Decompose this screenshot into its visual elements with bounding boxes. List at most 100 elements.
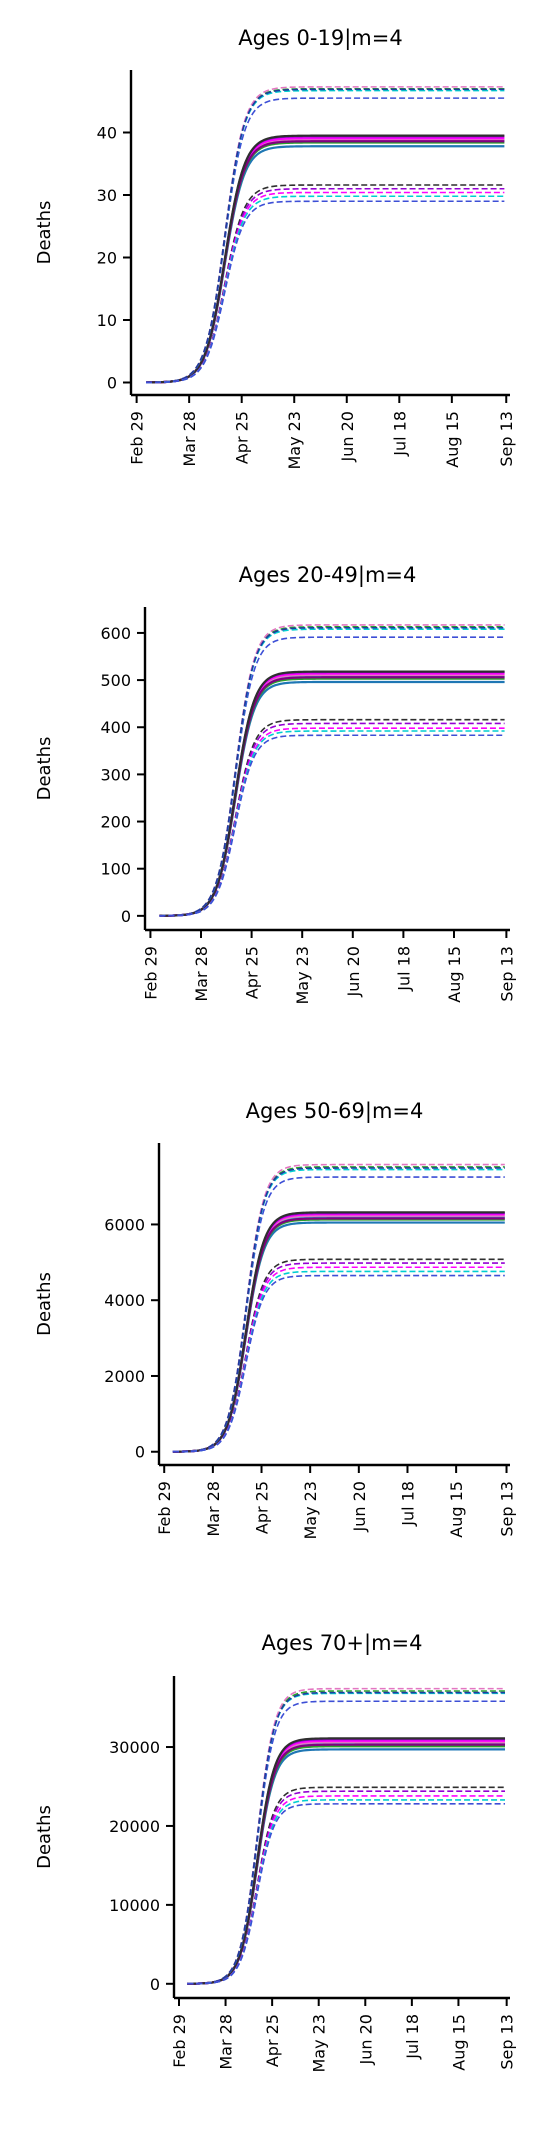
series-line-4-solid: [187, 1741, 506, 1985]
y-tick-label: 30: [97, 186, 117, 205]
x-tick-label: May 23: [293, 946, 312, 1005]
y-tick-label: 0: [107, 374, 117, 393]
series-line-10-dashed: [146, 89, 505, 384]
y-tick-label: 100: [100, 860, 131, 879]
y-tick-label: 6000: [104, 1215, 145, 1234]
y-tick-label: 10: [97, 311, 117, 330]
x-tick-label: May 23: [285, 411, 304, 470]
x-tick-label: Mar 28: [180, 411, 199, 467]
y-axis-label: Deaths: [34, 201, 55, 265]
y-tick-label: 30000: [109, 1738, 160, 1757]
x-tick-label: Apr 25: [243, 946, 262, 999]
series-line-13-dashed: [146, 88, 505, 384]
series-line-7-solid: [145, 140, 505, 384]
x-tick-label: Mar 28: [204, 1481, 223, 1537]
x-tick-label: Jul 18: [398, 1481, 417, 1527]
series-line-2-solid: [187, 1745, 506, 1985]
y-tick-label: 300: [100, 765, 131, 784]
x-tick-label: Apr 25: [233, 411, 252, 464]
series-line-3-solid: [146, 139, 505, 384]
series-line-5-solid: [187, 1739, 506, 1985]
chart-title: Ages 50-69|m=4: [246, 1099, 424, 1124]
y-axis-label: Deaths: [34, 1272, 55, 1336]
series-line-2-solid: [172, 1218, 505, 1453]
series-line-17-dashed: [187, 1799, 506, 1985]
series-line-16-dashed: [159, 727, 505, 917]
y-tick-label: 0: [135, 1443, 145, 1462]
series-line-2-solid: [159, 677, 505, 917]
series-line-12-dashed: [187, 1687, 506, 1985]
series-line-4-solid: [172, 1214, 505, 1453]
series-line-8-solid: [146, 134, 505, 384]
series-line-13-dashed: [172, 1167, 505, 1453]
series-line-3-solid: [187, 1742, 506, 1985]
series-line-11-dashed: [146, 87, 505, 384]
y-tick-label: 400: [100, 718, 131, 737]
y-axis-label: Deaths: [34, 1805, 55, 1869]
x-tick-label: Mar 28: [217, 2014, 236, 2070]
y-tick-label: 10000: [109, 1896, 160, 1915]
y-tick-label: 0: [121, 907, 131, 926]
series-line-14-dashed: [172, 1258, 505, 1453]
series-line-15-dashed: [159, 722, 505, 917]
series-line-8-solid: [159, 670, 505, 917]
series-line-7-solid: [159, 676, 505, 917]
y-tick-label: 200: [100, 813, 131, 832]
x-tick-label: Sep 13: [497, 411, 516, 467]
series-line-3-solid: [172, 1216, 505, 1453]
chart-panel-4: Ages 70+|m=4 Deaths 0 10000 20000 30000 Feb 29…: [34, 1631, 517, 2073]
series-group: [187, 1687, 506, 1985]
series-line-13-dashed: [187, 1691, 506, 1985]
x-tick-label: Feb 29: [128, 411, 147, 465]
y-axis-label: Deaths: [34, 737, 55, 801]
series-line-18-dashed: [159, 734, 505, 917]
x-tick-label: May 23: [301, 1481, 320, 1540]
series-line-17-dashed: [146, 195, 505, 384]
x-tick-label: Aug 15: [447, 1481, 466, 1538]
x-tick-label: Mar 28: [192, 946, 211, 1002]
chart-title: Ages 0-19|m=4: [238, 26, 402, 51]
series-line-3-solid: [159, 675, 505, 917]
x-tick-label: Aug 15: [443, 411, 462, 468]
series-line-12-dashed: [172, 1163, 505, 1453]
series-line-8-solid: [187, 1737, 506, 1985]
series-line-1-solid: [172, 1221, 505, 1453]
series-line-17-dashed: [159, 730, 505, 917]
series-line-13-dashed: [159, 626, 505, 917]
series-line-11-dashed: [159, 626, 505, 917]
series-line-6-solid: [172, 1211, 505, 1453]
x-tick-label: Aug 15: [449, 2014, 468, 2071]
x-tick-label: Sep 13: [497, 946, 516, 1002]
x-tick-label: Jun 20: [356, 2014, 375, 2065]
series-line-1-solid: [159, 680, 505, 917]
series-line-10-dashed: [187, 1692, 506, 1985]
series-line-5-solid: [159, 672, 505, 917]
series-line-8-solid: [172, 1211, 505, 1453]
y-tick-label: 2000: [104, 1367, 145, 1386]
y-tick-label: 500: [100, 671, 131, 690]
y-tick-label: 20000: [109, 1817, 160, 1836]
y-tick-label: 600: [100, 624, 131, 643]
series-line-14-dashed: [146, 184, 505, 384]
x-tick-label: Apr 25: [253, 1481, 272, 1534]
y-tick-label: 0: [150, 1975, 160, 1994]
series-line-18-dashed: [172, 1274, 505, 1453]
series-line-18-dashed: [187, 1803, 506, 1985]
y-tick-label: 4000: [104, 1291, 145, 1310]
chart-panel-1: Ages 0-19|m=4 Deaths 0 10 20 30 40 Feb 29 Mar 28…: [34, 26, 516, 470]
series-line-15-dashed: [146, 187, 505, 384]
x-tick-label: Feb 29: [155, 1481, 174, 1535]
series-group: [172, 1163, 505, 1453]
series-line-6-solid: [146, 135, 505, 384]
y-tick-label: 20: [97, 249, 117, 268]
series-line-5-solid: [172, 1213, 505, 1453]
series-line-7-solid: [172, 1217, 505, 1453]
x-tick-label: Feb 29: [170, 2014, 189, 2068]
chart-title: Ages 20-49|m=4: [239, 563, 417, 588]
chart-panel-3: Ages 50-69|m=4 Deaths 0 2000 4000 6000 Feb 29 M…: [34, 1099, 517, 1540]
series-line-15-dashed: [187, 1790, 506, 1985]
x-tick-label: Jun 20: [350, 1481, 369, 1532]
x-tick-label: Jun 20: [338, 411, 357, 462]
series-line-12-dashed: [146, 86, 505, 384]
series-line-11-dashed: [172, 1166, 505, 1453]
